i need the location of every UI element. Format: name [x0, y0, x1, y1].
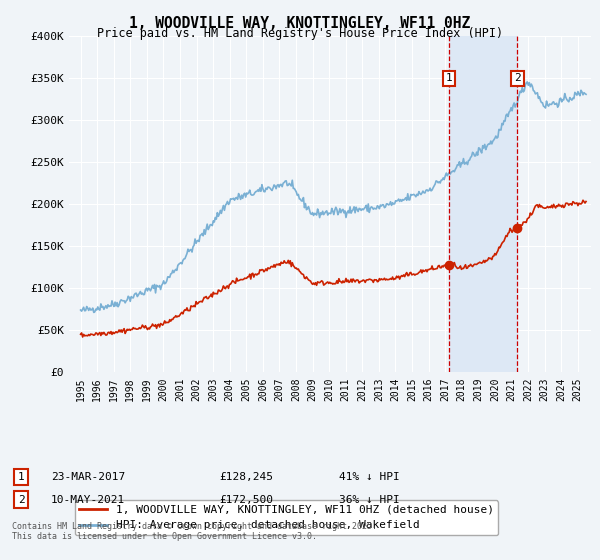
Text: 23-MAR-2017: 23-MAR-2017 [51, 472, 125, 482]
Text: Contains HM Land Registry data © Crown copyright and database right 2025.
This d: Contains HM Land Registry data © Crown c… [12, 522, 377, 542]
Text: 36% ↓ HPI: 36% ↓ HPI [339, 494, 400, 505]
Text: 1, WOODVILLE WAY, KNOTTINGLEY, WF11 0HZ: 1, WOODVILLE WAY, KNOTTINGLEY, WF11 0HZ [130, 16, 470, 31]
Text: Price paid vs. HM Land Registry's House Price Index (HPI): Price paid vs. HM Land Registry's House … [97, 27, 503, 40]
Text: 2: 2 [17, 494, 25, 505]
Legend: 1, WOODVILLE WAY, KNOTTINGLEY, WF11 0HZ (detached house), HPI: Average price, de: 1, WOODVILLE WAY, KNOTTINGLEY, WF11 0HZ … [74, 501, 498, 535]
Text: 2: 2 [514, 73, 521, 83]
Text: 1: 1 [17, 472, 25, 482]
Text: 41% ↓ HPI: 41% ↓ HPI [339, 472, 400, 482]
Text: £128,245: £128,245 [219, 472, 273, 482]
Bar [449, 36, 517, 372]
Text: 10-MAY-2021: 10-MAY-2021 [51, 494, 125, 505]
Text: £172,500: £172,500 [219, 494, 273, 505]
Text: 1: 1 [445, 73, 452, 83]
